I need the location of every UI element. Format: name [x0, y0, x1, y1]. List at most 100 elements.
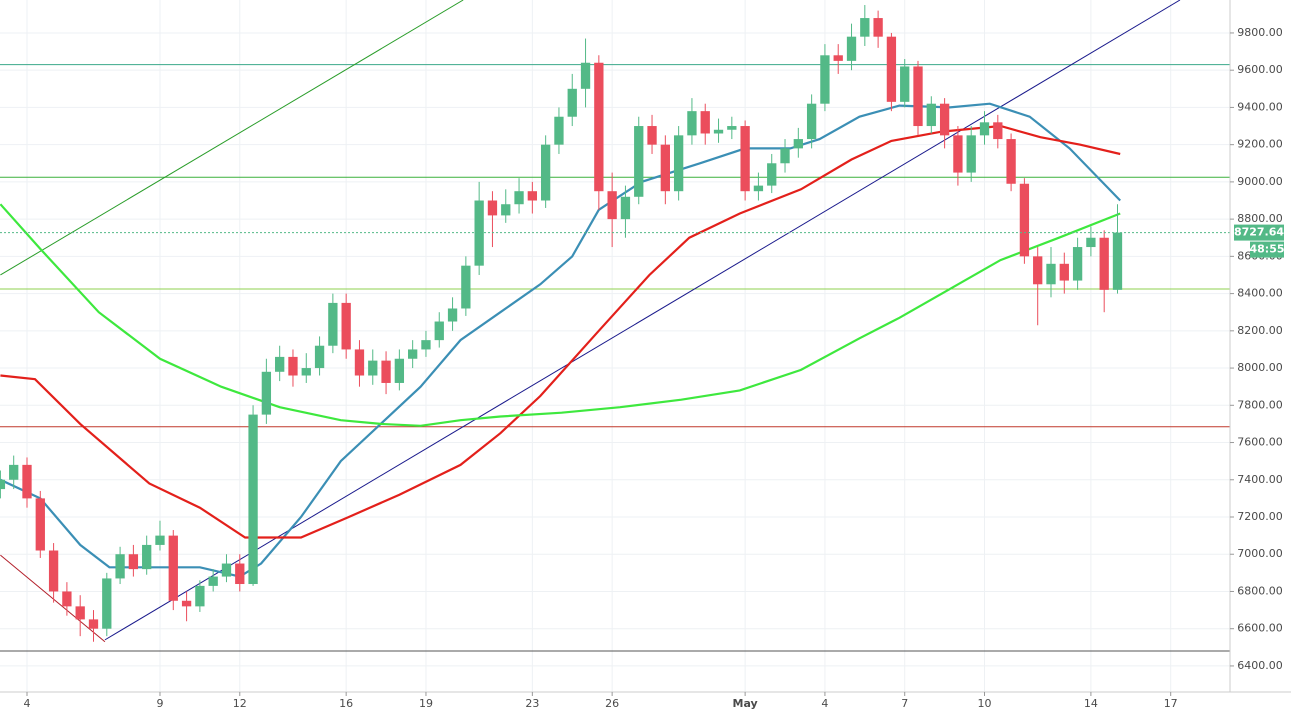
x-tick-label: 12 [233, 697, 247, 710]
countdown-box [1250, 241, 1284, 258]
x-tick-label: 14 [1084, 697, 1098, 710]
candle-body [860, 18, 870, 37]
y-tick-label: 7400.00 [1237, 473, 1283, 486]
candle-body [939, 103, 950, 136]
candle-body [806, 103, 817, 140]
x-tick-label: 26 [605, 697, 619, 710]
candle-body [540, 144, 551, 201]
y-tick-label: 9400.00 [1237, 100, 1283, 113]
y-tick-label: 9200.00 [1237, 138, 1283, 151]
candle-body [767, 163, 777, 186]
candle-body [660, 144, 670, 192]
candle-body [753, 185, 764, 192]
y-tick-label: 9800.00 [1237, 26, 1283, 39]
x-tick-label: 10 [978, 697, 992, 710]
candle-body [647, 126, 657, 145]
candle-body [620, 196, 631, 220]
candle-body [820, 55, 830, 104]
candle-body [993, 122, 1003, 140]
candle-body [580, 62, 591, 89]
countdown-label: 48:55 [1249, 243, 1284, 256]
candle-body [301, 368, 311, 376]
candle-body [780, 148, 790, 164]
candle-body [328, 302, 338, 346]
candle-body [527, 191, 538, 201]
y-tick-label: 6800.00 [1237, 584, 1283, 597]
trend-line [0, 554, 106, 643]
candle-body [181, 600, 192, 607]
x-tick-label: 19 [419, 697, 433, 710]
candle-body [288, 356, 298, 376]
candle-body [1059, 263, 1069, 281]
candle-body [434, 321, 444, 341]
y-tick-label: 7600.00 [1237, 436, 1283, 449]
candle-body [1046, 263, 1056, 285]
candle-body [0, 479, 6, 490]
candle-body [48, 550, 59, 592]
candle-body [128, 554, 139, 570]
candle-body [354, 349, 365, 376]
candle-body [740, 126, 750, 192]
candle-body [75, 606, 85, 620]
candle-body [208, 576, 218, 586]
candle-body [1086, 237, 1096, 248]
candle-body [634, 126, 644, 197]
candle-body [979, 122, 990, 136]
x-tick-label: May [733, 697, 758, 710]
candle-body [221, 563, 232, 577]
y-tick-label: 7000.00 [1237, 547, 1283, 560]
x-tick-label: 17 [1164, 697, 1178, 710]
candle-body [115, 554, 125, 579]
candle-body [687, 111, 697, 136]
y-tick-label: 8400.00 [1237, 287, 1283, 300]
candle-body [341, 302, 351, 350]
candle-body [1112, 232, 1123, 290]
candle-body [142, 544, 152, 570]
candle-body [913, 66, 923, 127]
x-tick-label: 23 [525, 697, 539, 710]
candle-body [886, 36, 897, 102]
x-tick-label: 9 [156, 697, 163, 710]
candle-body [501, 204, 511, 216]
candle-body [35, 498, 45, 551]
candle-body [514, 191, 524, 205]
candle-body [1006, 139, 1016, 184]
candle-body [22, 464, 32, 499]
candle-body [1033, 256, 1043, 285]
candle-body [394, 358, 405, 383]
candle-body [966, 135, 976, 173]
y-tick-label: 6400.00 [1237, 659, 1283, 672]
candle-body [607, 191, 617, 220]
candle-body [953, 135, 963, 173]
candle-body [62, 591, 72, 607]
axes: 6400.00 6600.00 6800.00 7000.00 7200.00 7400.… [23, 26, 1284, 710]
x-tick-label: 16 [339, 697, 353, 710]
candle-body [368, 360, 378, 376]
candle-body [88, 619, 99, 629]
y-tick-label: 6600.00 [1237, 622, 1283, 635]
y-tick-label: 8800.00 [1237, 212, 1283, 225]
candle-body [421, 340, 431, 350]
candle-body [700, 111, 710, 134]
x-tick-label: 4 [23, 697, 30, 710]
y-tick-label: 8200.00 [1237, 324, 1283, 337]
y-tick-label: 7800.00 [1237, 398, 1283, 411]
candle-body [1019, 183, 1030, 257]
candle-body [900, 66, 910, 102]
candle-body [235, 563, 245, 585]
candle-body [554, 116, 564, 145]
candle-body [567, 88, 577, 117]
candle-body [594, 62, 604, 192]
candle-body [381, 360, 391, 383]
candle-body [275, 356, 285, 372]
last-price-box [1234, 224, 1284, 241]
x-tick-label: 7 [901, 697, 908, 710]
candle-body [793, 139, 803, 149]
candle-body [487, 200, 498, 216]
candle-body [713, 129, 724, 134]
candle-body [1072, 247, 1083, 281]
candle-body [846, 36, 857, 61]
x-tick-label: 4 [821, 697, 828, 710]
candle-body [727, 126, 737, 130]
